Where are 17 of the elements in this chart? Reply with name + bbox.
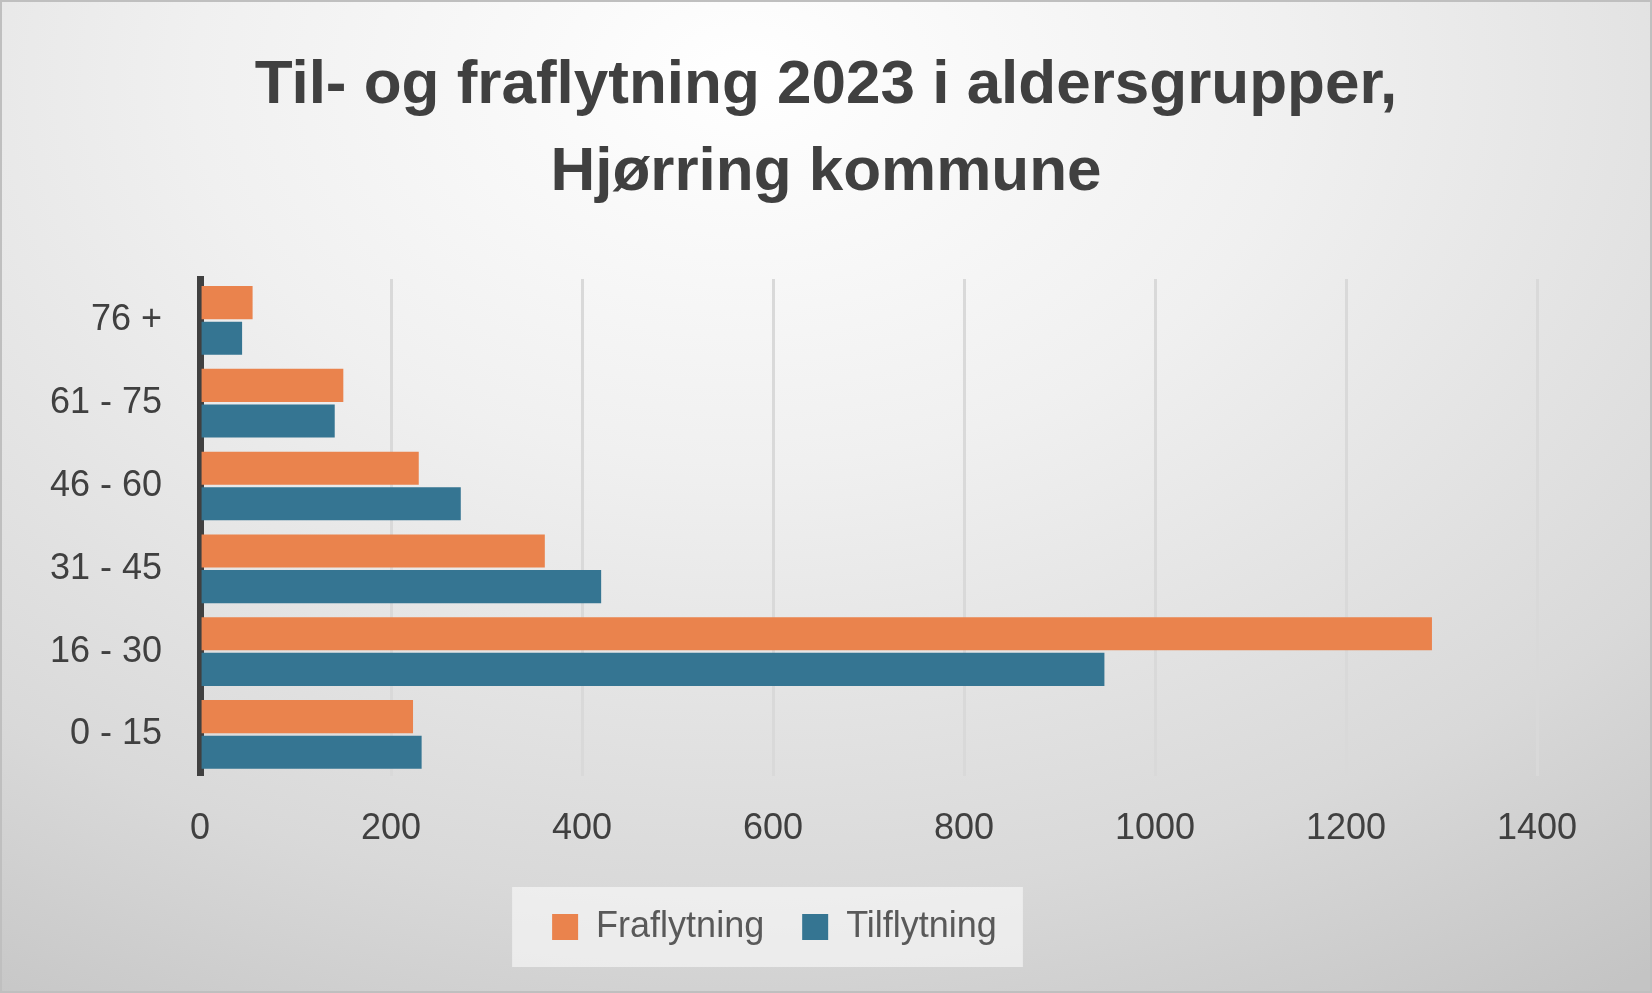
- x-tick-label: 400: [552, 806, 613, 848]
- y-tick-label: 16 - 30: [50, 628, 163, 670]
- x-tick-label: 800: [933, 806, 995, 848]
- x-tick-label: 200: [361, 806, 422, 848]
- y-tick-label: 0 - 15: [70, 711, 163, 753]
- chart-title: Til- og fraflytning 2023 i aldersgrupper, Hjørring kommune: [253, 46, 1399, 205]
- x-tick-label: 1200: [1305, 806, 1387, 848]
- legend-label: Tilflytning: [846, 903, 997, 945]
- x-tick-label: 1400: [1496, 806, 1578, 848]
- legend-label: Fraflytning: [596, 903, 765, 945]
- y-tick-label: 46 - 60: [50, 462, 163, 504]
- x-tick-label: 1000: [1114, 806, 1196, 848]
- y-tick-label: 61 - 75: [50, 380, 163, 422]
- y-tick-label: 31 - 45: [50, 545, 163, 587]
- x-tick-label: 600: [743, 806, 804, 848]
- y-tick-label: 76 +: [91, 297, 163, 339]
- x-tick-label: 0: [190, 806, 211, 848]
